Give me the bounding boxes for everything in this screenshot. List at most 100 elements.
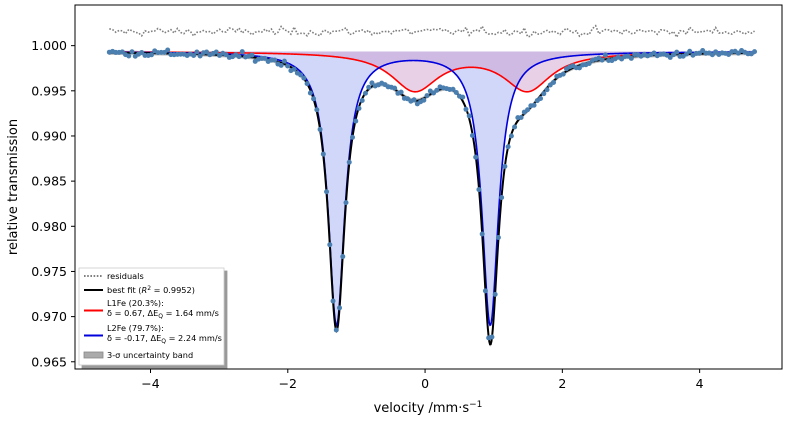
data-point xyxy=(560,71,566,77)
data-point xyxy=(311,96,317,102)
data-point xyxy=(752,49,758,55)
data-point xyxy=(324,189,330,195)
data-point xyxy=(602,52,608,58)
data-point xyxy=(544,87,550,93)
data-point xyxy=(453,89,459,95)
data-point xyxy=(683,51,689,57)
legend-label-best-fit: best fit (R2 = 0.9952) xyxy=(107,285,195,295)
data-point xyxy=(333,327,339,333)
data-point xyxy=(531,102,537,108)
data-point xyxy=(126,53,132,59)
data-point xyxy=(518,114,524,120)
y-tick-label: 0.965 xyxy=(31,354,67,369)
data-point xyxy=(476,187,482,193)
data-point xyxy=(307,90,313,96)
data-point xyxy=(502,163,508,169)
data-point xyxy=(508,133,514,139)
data-point xyxy=(469,132,475,138)
data-point xyxy=(674,49,680,55)
x-tick-label: −2 xyxy=(279,376,297,391)
data-points xyxy=(106,47,758,341)
data-point xyxy=(392,85,398,91)
x-axis-ticks: −4 −2 0 2 4 xyxy=(141,369,704,391)
y-tick-label: 0.970 xyxy=(31,309,67,324)
legend-detail-l2fe: δ = -0.17, ΔEQ = 2.24 mm/s xyxy=(107,333,222,345)
data-point xyxy=(599,57,605,63)
data-point xyxy=(538,96,544,102)
legend-label-residuals: residuals xyxy=(107,271,144,281)
legend-label-l2fe: L2Fe (79.7%): xyxy=(107,323,164,333)
data-point xyxy=(340,254,346,260)
component-fill-areas xyxy=(109,51,755,326)
data-point xyxy=(278,62,284,68)
data-point xyxy=(628,55,634,61)
legend: residuals best fit (R2 = 0.9952) L1Fe (20.… xyxy=(78,267,225,366)
data-point xyxy=(489,334,495,340)
data-point xyxy=(349,134,355,140)
data-point xyxy=(551,79,557,85)
data-point xyxy=(356,105,362,111)
data-point xyxy=(148,52,154,58)
legend-box xyxy=(78,267,225,366)
data-point xyxy=(512,124,518,130)
data-point xyxy=(262,55,268,61)
data-point xyxy=(495,234,501,240)
data-point xyxy=(285,63,291,69)
data-point xyxy=(492,291,498,297)
data-point xyxy=(398,89,404,95)
data-point xyxy=(236,54,242,60)
data-point xyxy=(463,106,469,112)
legend-label-uncertainty: 3-σ uncertainty band xyxy=(107,350,193,360)
data-point xyxy=(359,97,365,103)
y-tick-label: 0.975 xyxy=(31,264,67,279)
fill-l1fe xyxy=(109,51,755,92)
data-point xyxy=(204,49,210,55)
data-point xyxy=(709,52,715,58)
plot-frame xyxy=(74,4,783,370)
y-axis-label: relative transmission xyxy=(6,119,21,255)
data-point xyxy=(586,60,592,66)
data-point xyxy=(346,159,352,165)
y-tick-label: 0.995 xyxy=(31,83,67,98)
x-tick-label: 0 xyxy=(421,376,429,391)
data-point xyxy=(165,47,171,53)
y-tick-label: 0.985 xyxy=(31,174,67,189)
data-point xyxy=(726,52,732,58)
data-point xyxy=(499,195,505,200)
data-point xyxy=(191,52,197,58)
data-point xyxy=(298,72,304,78)
legend-handle-uncertainty xyxy=(83,351,104,359)
data-point xyxy=(272,57,278,63)
data-point xyxy=(421,97,427,103)
x-tick-label: 4 xyxy=(696,376,704,391)
data-point xyxy=(576,65,582,71)
data-point xyxy=(239,49,245,55)
data-point xyxy=(320,151,326,157)
data-point xyxy=(281,58,287,64)
data-point xyxy=(541,91,547,97)
data-point xyxy=(194,49,200,55)
data-point xyxy=(330,298,336,304)
data-point xyxy=(213,49,219,55)
y-tick-label: 0.980 xyxy=(31,219,67,234)
data-point xyxy=(369,80,375,86)
data-point xyxy=(223,52,229,58)
data-point xyxy=(466,113,472,119)
data-point xyxy=(479,231,485,237)
legend-label-l1fe: L1Fe (20.3%): xyxy=(107,298,164,308)
data-point xyxy=(482,288,488,294)
y-tick-label: 1.000 xyxy=(31,38,67,53)
data-point xyxy=(525,107,531,113)
data-point xyxy=(314,107,320,113)
data-point xyxy=(301,75,307,81)
data-point xyxy=(337,305,343,311)
x-axis-label: velocity /mm·s−1 xyxy=(374,400,483,416)
data-point xyxy=(197,53,203,59)
y-axis-ticks: 0.965 0.970 0.975 0.980 0.985 0.990 0.995 1.000 xyxy=(31,38,75,369)
data-point xyxy=(450,86,456,92)
data-point xyxy=(129,49,135,55)
data-point xyxy=(473,154,479,160)
data-point xyxy=(327,242,333,248)
data-point xyxy=(353,118,359,124)
data-point xyxy=(291,66,297,72)
